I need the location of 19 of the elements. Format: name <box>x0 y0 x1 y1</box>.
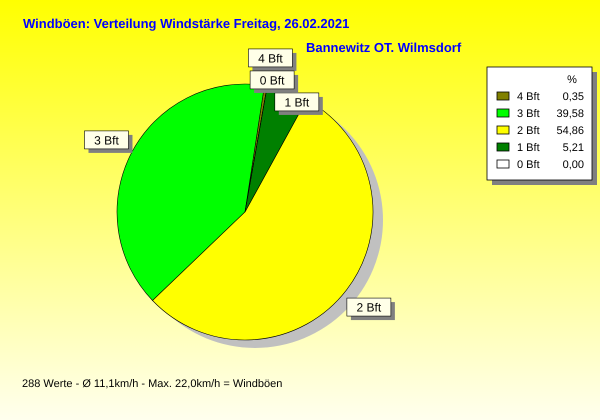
chart-title: Windböen: Verteilung Windstärke Freitag, 26.02.2021 <box>23 16 350 31</box>
legend-label: 2 Bft <box>517 125 540 137</box>
legend-label: 1 Bft <box>517 142 540 154</box>
legend-title: % <box>567 74 578 86</box>
text: 0,00 <box>562 159 584 171</box>
data-label: 54,86 <box>556 125 584 137</box>
chart-subtitle: Bannewitz OT. Wilmsdorf <box>306 40 462 55</box>
legend-label: 4 Bft <box>517 91 540 103</box>
data-label: 0,35 <box>562 91 584 103</box>
slice-label: 1 Bft <box>284 95 310 110</box>
text: 288 Werte - Ø 11,1km/h - Max. 22,0km/h = Windböen <box>22 378 282 390</box>
slice-label: 4 Bft <box>258 51 284 66</box>
slice-label: 2 Bft <box>356 300 382 315</box>
legend-label: 0 Bft <box>517 159 540 171</box>
category-label: 0 Bft <box>260 73 284 88</box>
legend-label: 3 Bft <box>517 108 540 120</box>
data-label: 39,58 <box>556 108 584 120</box>
slice-label: 3 Bft <box>94 133 120 148</box>
data-label: 5,21 <box>562 142 584 154</box>
